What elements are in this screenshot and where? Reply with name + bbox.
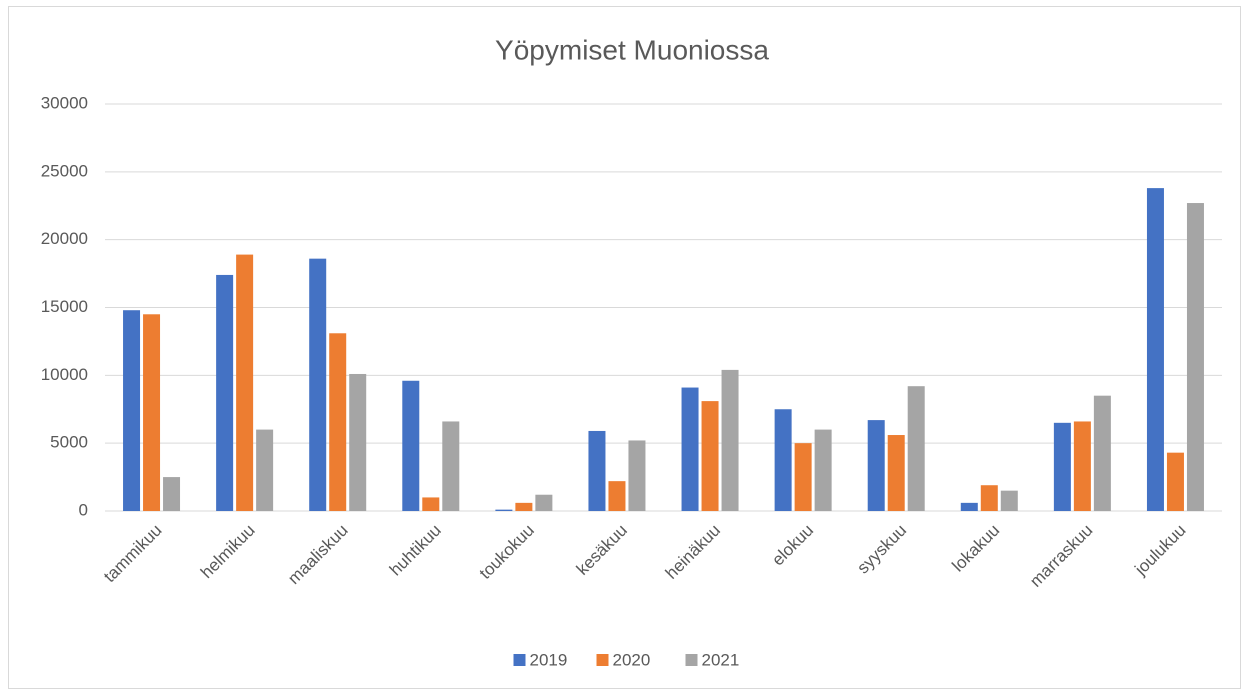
y-tick-label: 25000 — [41, 161, 88, 180]
bar — [309, 258, 327, 511]
y-tick-label: 10000 — [41, 365, 88, 384]
bar — [887, 435, 905, 511]
bar — [123, 310, 141, 511]
bar — [329, 333, 347, 511]
bar — [588, 430, 606, 511]
bar — [608, 481, 626, 511]
bar — [1166, 452, 1184, 511]
legend-label: 2019 — [530, 650, 568, 669]
legend-label: 2021 — [702, 650, 740, 669]
chart-border — [8, 6, 1241, 689]
bar — [1000, 490, 1018, 511]
bar — [495, 509, 513, 511]
bar — [402, 380, 420, 511]
bar — [701, 401, 719, 511]
chart-title: Yöpymiset Muoniossa — [495, 34, 769, 65]
legend-swatch — [513, 654, 526, 666]
bar — [814, 429, 832, 511]
bar — [143, 314, 161, 511]
bar — [1053, 422, 1071, 511]
bar — [256, 429, 274, 511]
legend-swatch — [685, 654, 698, 666]
bar — [236, 254, 254, 511]
y-tick-label: 5000 — [50, 433, 88, 452]
bar — [681, 387, 699, 511]
bar — [867, 420, 885, 511]
y-tick-label: 15000 — [41, 297, 88, 316]
bar — [980, 485, 998, 511]
bar — [1093, 395, 1111, 511]
y-tick-label: 20000 — [41, 229, 88, 248]
y-tick-label: 30000 — [41, 93, 88, 112]
bar — [774, 409, 792, 511]
legend-swatch — [596, 654, 609, 666]
bar — [422, 497, 440, 511]
bar — [794, 443, 812, 511]
bar — [1073, 421, 1091, 511]
bar — [907, 386, 925, 511]
bar — [1186, 203, 1204, 511]
bar — [535, 494, 553, 511]
y-tick-label: 0 — [79, 500, 88, 519]
bar — [721, 369, 739, 511]
bar — [515, 502, 533, 511]
bar — [442, 421, 460, 511]
bar — [1146, 188, 1164, 511]
legend-label: 2020 — [613, 650, 651, 669]
bar — [216, 274, 234, 511]
bar — [349, 373, 367, 511]
bar — [960, 502, 978, 511]
bar — [628, 440, 646, 511]
bar — [163, 477, 181, 511]
